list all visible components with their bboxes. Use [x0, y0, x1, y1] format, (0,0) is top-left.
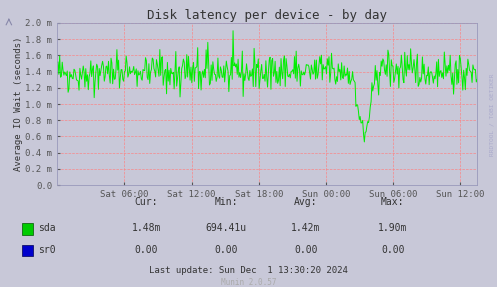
Text: 1.90m: 1.90m — [378, 223, 408, 233]
Title: Disk latency per device - by day: Disk latency per device - by day — [147, 9, 387, 22]
Text: 0.00: 0.00 — [135, 245, 159, 255]
Text: Cur:: Cur: — [135, 197, 159, 207]
Text: sda: sda — [38, 223, 56, 233]
Text: 0.00: 0.00 — [294, 245, 318, 255]
Text: 694.41u: 694.41u — [206, 223, 247, 233]
Text: 0.00: 0.00 — [214, 245, 238, 255]
Text: sr0: sr0 — [38, 245, 56, 255]
Text: Max:: Max: — [381, 197, 405, 207]
Text: 1.48m: 1.48m — [132, 223, 162, 233]
Text: RRDTOOL / TOBI OETIKER: RRDTOOL / TOBI OETIKER — [490, 73, 495, 156]
Text: Munin 2.0.57: Munin 2.0.57 — [221, 278, 276, 287]
Text: Last update: Sun Dec  1 13:30:20 2024: Last update: Sun Dec 1 13:30:20 2024 — [149, 266, 348, 275]
Text: Avg:: Avg: — [294, 197, 318, 207]
Text: Min:: Min: — [214, 197, 238, 207]
Text: 0.00: 0.00 — [381, 245, 405, 255]
Text: 1.42m: 1.42m — [291, 223, 321, 233]
Y-axis label: Average IO Wait (seconds): Average IO Wait (seconds) — [13, 37, 23, 171]
